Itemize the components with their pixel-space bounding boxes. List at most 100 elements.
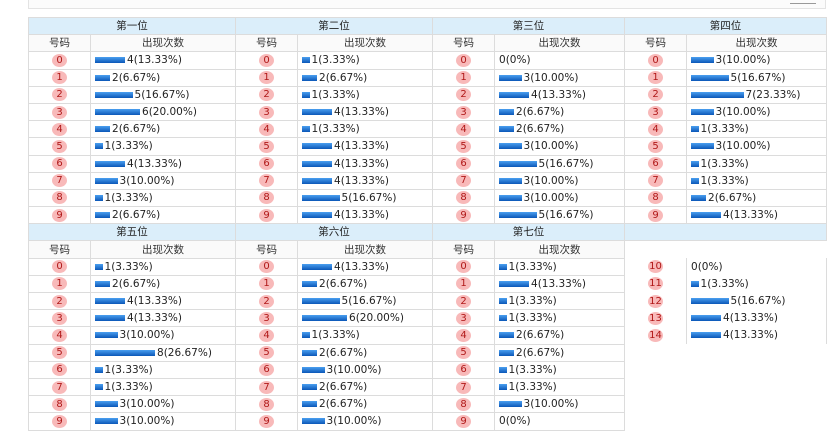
frequency-bar <box>302 109 332 116</box>
paren-open: ( <box>340 106 345 119</box>
count-cell: 0(0%) <box>686 258 827 276</box>
count-cell: 4(13.33%) <box>686 309 827 327</box>
number-cell: 3 <box>28 309 91 328</box>
percent-value: 20.00% <box>152 106 193 119</box>
count-column-header: 出现次数 <box>297 240 433 259</box>
paren-close: ) <box>744 157 749 170</box>
number-cell: 2 <box>624 85 687 104</box>
number-cell: 1 <box>28 68 91 87</box>
frequency-bar <box>499 126 514 133</box>
percent-value: 6.67% <box>526 346 561 359</box>
number-cell: 4 <box>235 120 298 139</box>
number-ball: 10 <box>648 260 663 274</box>
count-cell: 4(13.33%) <box>297 137 433 156</box>
percent-value: 16.67% <box>549 209 590 222</box>
frequency-bar <box>302 332 310 339</box>
frequency-bar <box>302 366 325 373</box>
percent-value: 3.33% <box>115 381 149 394</box>
count-value: 3 <box>715 106 723 119</box>
number-ball: 3 <box>456 105 471 119</box>
number-cell: 6 <box>235 360 298 379</box>
paren-close: ) <box>156 209 161 222</box>
frequency-bar <box>302 349 317 356</box>
paren-close: ) <box>377 363 382 376</box>
count-value: 5 <box>341 191 349 204</box>
number-cell: 6 <box>624 154 687 173</box>
number-ball: 7 <box>648 174 663 188</box>
count-value: 3 <box>715 54 723 67</box>
number-ball: 13 <box>648 311 663 325</box>
count-value: 2 <box>112 123 119 136</box>
number-cell <box>625 378 687 395</box>
percent-value: 13.33% <box>344 209 385 222</box>
count-cell: 1(3.33%) <box>90 377 236 397</box>
paren-close: ) <box>552 312 557 325</box>
paren-close: ) <box>363 277 368 290</box>
paren-open: ( <box>729 312 734 325</box>
number-cell: 0 <box>28 257 91 276</box>
number-cell: 4 <box>235 326 298 345</box>
percent-value: 13.33% <box>344 140 385 153</box>
number-ball: 4 <box>259 122 274 136</box>
count-value: 1 <box>508 363 516 376</box>
count-cell: 8(26.67%) <box>90 343 236 362</box>
number-cell: 2 <box>235 291 298 311</box>
paren-open: ( <box>537 88 542 101</box>
count-cell: 3(10.00%) <box>90 326 236 345</box>
paren-close: ) <box>363 346 368 359</box>
count-cell: 0(0%) <box>494 412 625 431</box>
paren-open: ( <box>133 312 138 325</box>
paren-close: ) <box>384 157 389 170</box>
count-cell: 3(10.00%) <box>686 51 827 70</box>
paren-open: ( <box>163 346 168 359</box>
number-cell: 2 <box>432 291 495 311</box>
paren-close: ) <box>384 106 389 119</box>
count-cell: 1(3.33%) <box>494 291 625 311</box>
frequency-bar <box>499 401 522 408</box>
paren-open: ( <box>133 295 138 308</box>
count-value: 1 <box>700 174 708 187</box>
count-value: 2 <box>516 346 523 359</box>
number-cell: 0 <box>432 257 495 276</box>
top-right-control[interactable] <box>790 0 816 4</box>
paren-open: ( <box>340 260 345 273</box>
count-value: 4 <box>334 157 341 170</box>
frequency-bar <box>499 315 507 322</box>
number-cell: 7 <box>432 377 495 397</box>
paren-open: ( <box>118 71 123 84</box>
count-column-header: 出现次数 <box>90 34 236 53</box>
count-value: 1 <box>311 54 319 67</box>
count-cell: 4(13.33%) <box>297 206 433 225</box>
paren-close: ) <box>392 191 397 204</box>
count-cell: 3(10.00%) <box>686 137 827 156</box>
paren-open: ( <box>522 346 527 359</box>
count-value: 6 <box>142 106 149 119</box>
frequency-bar <box>95 126 110 133</box>
column-header-row: 号码 出现次数 号码 出现次数 号码 出现次数 号码 出现次数 <box>28 34 827 53</box>
number-ball: 7 <box>456 380 471 394</box>
paren-open: ( <box>722 106 727 119</box>
count-value: 2 <box>516 123 523 136</box>
count-value: 1 <box>700 123 708 136</box>
percent-value: 20.00% <box>359 312 400 325</box>
paren-close: ) <box>574 140 579 153</box>
count-value: 4 <box>531 277 538 290</box>
frequency-bar <box>95 332 118 339</box>
count-value: 3 <box>119 398 127 411</box>
count-column-header: 出现次数 <box>494 34 625 53</box>
percent-value: 10.00% <box>130 329 171 342</box>
number-ball: 6 <box>259 363 274 377</box>
number-cell: 1 <box>235 274 298 294</box>
frequency-bar <box>691 177 699 184</box>
paren-open: ( <box>118 277 123 290</box>
count-cell: 4(13.33%) <box>686 326 827 345</box>
count-value: 1 <box>311 88 319 101</box>
percent-value: 10.00% <box>726 140 767 153</box>
frequency-bar <box>302 143 332 150</box>
frequency-bar <box>95 315 125 322</box>
paren-open: ( <box>530 398 535 411</box>
paren-close: ) <box>377 415 382 428</box>
number-ball: 11 <box>648 277 663 291</box>
number-ball: 7 <box>52 380 67 394</box>
count-cell: 3(10.00%) <box>494 171 625 190</box>
